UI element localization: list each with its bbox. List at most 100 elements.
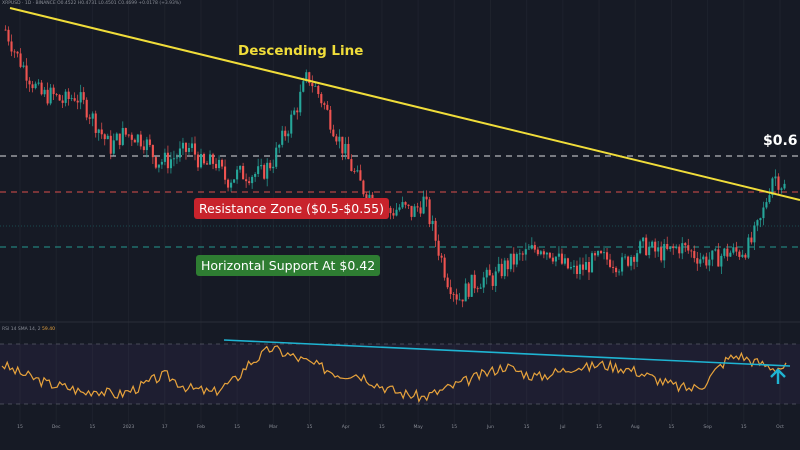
candle [738,249,741,260]
candle [190,137,194,152]
candle [233,179,236,184]
candle [58,94,61,101]
candle [455,288,458,305]
candle [642,237,645,248]
candle [530,237,533,250]
candle [575,260,579,279]
candle [208,150,212,165]
candle [449,279,452,299]
candle [446,273,449,290]
candle [687,238,690,254]
candle [133,138,136,143]
candle [19,48,22,69]
candle [524,242,527,261]
candle [10,34,13,57]
candle [145,136,148,158]
candle [572,260,576,274]
x-tick-label: May [413,425,423,430]
candle [563,254,566,266]
candle [542,249,545,259]
candle [539,249,542,256]
x-tick-label: Oct [776,425,784,430]
candle [783,179,786,190]
candle [284,126,287,141]
up-arrow-icon [770,368,786,384]
candle [401,196,404,209]
candle [654,238,657,258]
rsi-band [0,344,800,404]
candle [356,165,359,173]
candle [214,158,218,171]
x-tick-label: 17 [161,425,168,430]
candle [624,253,627,260]
rsi-trendline[interactable] [223,339,791,367]
candle [311,75,314,93]
candle [627,255,630,268]
candle [684,242,687,252]
candle [97,128,100,141]
x-tick-label: 15 [451,425,458,430]
x-tick-label: 15 [379,425,385,430]
candle [227,178,230,192]
candle [94,110,97,138]
candle [729,250,732,257]
candle [669,246,672,252]
candle [4,25,7,31]
candle [554,256,557,267]
candle [130,132,133,147]
candle [43,87,46,98]
candle [350,154,353,172]
candle [196,151,200,172]
candle [347,136,350,160]
candle [205,160,209,165]
candle [275,142,278,169]
candle [290,110,293,138]
candle [705,252,708,269]
candle [175,153,178,164]
descending-trendline[interactable] [9,7,800,201]
candle [422,190,425,215]
x-tick-label: Sep [703,425,712,430]
candle [338,129,341,149]
candle [160,158,163,169]
candle [735,241,738,256]
candle [136,133,139,146]
candle [118,133,121,150]
candle [497,256,500,274]
candle [184,142,188,160]
candle [771,176,774,198]
candle [109,130,112,160]
candle [557,246,560,260]
candle [714,247,717,252]
candle [681,237,684,260]
candle [320,92,323,108]
symbol-header[interactable]: XRPUSD · 1D · BINANCE O0.4522 H0.4731 L0… [2,1,181,6]
candle [753,221,756,251]
candle [476,286,479,293]
candle [410,205,413,221]
candle [326,100,329,111]
rsi-header[interactable]: RSI 14 SMA 14, 2 59.40 [2,327,55,332]
candle [299,84,302,116]
candle [263,163,266,180]
candle [419,201,422,217]
candle [633,255,636,270]
candle [242,162,245,180]
candle [148,134,151,148]
candle [663,238,666,268]
candle [596,250,600,258]
candle [70,94,73,102]
candle [747,234,750,259]
candle [37,79,40,86]
candle [467,282,470,300]
candle [660,241,663,263]
candle [515,252,518,268]
chart-grid [19,0,781,424]
candle [726,243,729,261]
candle [31,81,34,93]
candle [666,236,669,251]
candle [699,252,702,267]
descending-line-label: Descending Line [238,43,364,59]
candle [88,114,91,125]
